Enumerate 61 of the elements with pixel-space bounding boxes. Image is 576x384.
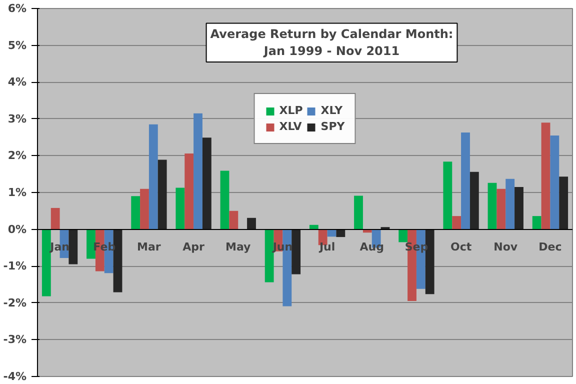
bar: [514, 186, 524, 230]
bar: [247, 218, 256, 230]
x-tick-label: Oct: [450, 240, 472, 254]
x-tick-label: Jan: [49, 240, 70, 254]
bar: [550, 135, 560, 230]
x-tick-label: Aug: [360, 240, 384, 254]
x-tick-label: May: [226, 240, 251, 254]
y-tick-label: 6%: [8, 2, 27, 15]
bar: [452, 216, 462, 230]
x-tick-label: Apr: [182, 240, 206, 254]
text: Jan 1999 - Nov 2011: [262, 44, 400, 58]
bar: [443, 162, 452, 230]
y-tick-label: 1%: [8, 186, 27, 199]
y-tick-label: 3%: [8, 112, 27, 126]
legend-label: XLP: [279, 104, 303, 117]
bar: [131, 196, 140, 230]
bar: [86, 229, 96, 259]
bar: [559, 176, 568, 230]
y-tick-label: -4%: [3, 370, 27, 383]
bar: [461, 132, 470, 230]
bar: [506, 178, 515, 230]
bar: [470, 172, 479, 230]
bar: [176, 188, 185, 230]
bar: [68, 229, 78, 264]
bar: [148, 124, 158, 230]
y-tick-label: 4%: [8, 76, 27, 89]
x-tick-label: Dec: [538, 240, 562, 254]
x-tick-label: Nov: [494, 240, 518, 254]
bar: [264, 229, 274, 282]
y-tick-label: 2%: [8, 149, 27, 162]
bar: [309, 224, 318, 230]
bar: [220, 170, 230, 230]
bar: [229, 210, 238, 230]
bar: [202, 138, 212, 230]
bar: [194, 113, 202, 230]
y-tick-label: 5%: [8, 38, 27, 52]
legend-label: SPY: [320, 120, 345, 133]
bar: [488, 182, 497, 230]
x-tick-label: Mar: [137, 240, 162, 254]
y-tick-label: -1%: [3, 260, 27, 273]
bar: [158, 160, 167, 230]
x-tick-label: Jul: [318, 240, 336, 254]
bar: [292, 229, 301, 274]
y-tick-label: -3%: [3, 333, 27, 346]
bar: [42, 229, 51, 296]
bar: [336, 229, 346, 238]
bar: [398, 229, 408, 242]
x-tick-label: Jun: [272, 240, 293, 254]
bar: [140, 188, 149, 230]
legend-label: XLY: [320, 104, 343, 117]
bar: [354, 196, 363, 230]
legend-label: XLV: [279, 120, 302, 133]
bar: [541, 122, 550, 230]
text: Average Return by Calendar Month:: [210, 27, 454, 42]
y-tick-label: 0%: [8, 222, 27, 236]
x-tick-label: Feb: [93, 240, 116, 254]
bar: [50, 208, 60, 230]
y-tick-label: -2%: [3, 296, 27, 310]
bar: [184, 153, 194, 230]
bar: [496, 188, 506, 230]
bar: [532, 216, 542, 230]
